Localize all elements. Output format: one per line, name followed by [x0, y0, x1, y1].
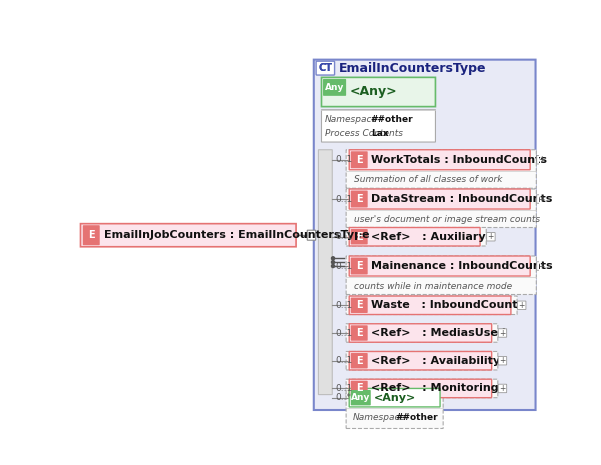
Text: 0..1: 0..1	[335, 328, 353, 338]
FancyBboxPatch shape	[346, 189, 536, 227]
FancyBboxPatch shape	[349, 189, 530, 209]
Text: Any: Any	[325, 83, 344, 92]
FancyBboxPatch shape	[351, 353, 368, 368]
Text: E: E	[356, 384, 362, 393]
FancyBboxPatch shape	[346, 296, 517, 314]
FancyBboxPatch shape	[322, 110, 436, 142]
FancyBboxPatch shape	[351, 229, 368, 245]
Text: <Ref>   : Auxiliary: <Ref> : Auxiliary	[371, 232, 486, 242]
FancyBboxPatch shape	[316, 61, 335, 75]
Text: <Ref>   : Availability: <Ref> : Availability	[371, 356, 500, 365]
Circle shape	[332, 260, 335, 264]
Text: <Any>: <Any>	[349, 86, 397, 99]
Circle shape	[332, 257, 335, 260]
FancyBboxPatch shape	[319, 150, 332, 395]
FancyBboxPatch shape	[498, 357, 507, 365]
Text: <Any>: <Any>	[374, 392, 416, 403]
Text: CT: CT	[319, 63, 332, 73]
FancyBboxPatch shape	[322, 77, 436, 106]
FancyBboxPatch shape	[83, 225, 100, 245]
Text: DataStream : InboundCounts: DataStream : InboundCounts	[371, 194, 552, 204]
FancyBboxPatch shape	[349, 227, 480, 246]
Text: ##other: ##other	[395, 413, 438, 422]
FancyBboxPatch shape	[537, 155, 545, 164]
FancyBboxPatch shape	[351, 191, 368, 207]
FancyBboxPatch shape	[346, 150, 536, 188]
Text: E: E	[88, 230, 94, 240]
FancyBboxPatch shape	[81, 224, 296, 247]
Text: EmailInJobCounters : EmailInCountersType: EmailInJobCounters : EmailInCountersType	[103, 230, 369, 240]
Text: <Ref>   : Monitoring: <Ref> : Monitoring	[371, 384, 498, 393]
FancyBboxPatch shape	[346, 256, 536, 294]
Circle shape	[332, 265, 335, 267]
Text: E: E	[356, 155, 362, 165]
Text: +: +	[538, 155, 544, 164]
FancyBboxPatch shape	[498, 384, 507, 392]
FancyBboxPatch shape	[351, 151, 368, 168]
FancyBboxPatch shape	[517, 301, 526, 310]
Text: E: E	[356, 328, 362, 338]
Text: +: +	[538, 194, 544, 204]
FancyBboxPatch shape	[349, 256, 530, 276]
FancyBboxPatch shape	[323, 79, 346, 96]
Text: 0..1: 0..1	[335, 232, 353, 241]
Text: 0..1: 0..1	[335, 301, 353, 310]
Text: Summation of all classes of work: Summation of all classes of work	[354, 175, 502, 184]
Text: 0..1: 0..1	[335, 356, 353, 365]
Text: 0..*: 0..*	[335, 393, 352, 402]
Text: E: E	[356, 300, 362, 310]
Text: CT: CT	[319, 63, 332, 73]
Text: +: +	[487, 232, 494, 241]
Text: E: E	[356, 261, 362, 271]
Text: counts while in maintenance mode: counts while in maintenance mode	[354, 281, 512, 291]
Text: Mainenance : InboundCounts: Mainenance : InboundCounts	[371, 261, 552, 271]
Text: Any: Any	[351, 393, 370, 402]
FancyBboxPatch shape	[349, 324, 492, 342]
Text: +: +	[499, 384, 505, 393]
Text: +: +	[538, 261, 544, 271]
Text: Process Contents: Process Contents	[325, 129, 403, 138]
Text: WorkTotals : InboundCounts: WorkTotals : InboundCounts	[371, 155, 547, 165]
FancyBboxPatch shape	[349, 379, 492, 398]
Text: 0..1: 0..1	[335, 155, 353, 164]
FancyBboxPatch shape	[351, 258, 368, 274]
Text: Namespace: Namespace	[325, 115, 377, 124]
Text: E: E	[356, 232, 362, 242]
FancyBboxPatch shape	[351, 298, 368, 313]
Text: 0..1: 0..1	[335, 384, 353, 393]
Text: Namespace: Namespace	[352, 413, 405, 422]
Text: +: +	[499, 328, 505, 338]
FancyBboxPatch shape	[537, 262, 545, 270]
Text: ##other: ##other	[371, 115, 413, 124]
Text: E: E	[356, 356, 362, 365]
FancyBboxPatch shape	[537, 195, 545, 203]
FancyBboxPatch shape	[346, 324, 498, 342]
Text: Waste   : InboundCounts: Waste : InboundCounts	[371, 300, 524, 310]
FancyBboxPatch shape	[314, 60, 535, 410]
Text: EmailInCountersType: EmailInCountersType	[338, 62, 486, 74]
Text: E: E	[356, 194, 362, 204]
FancyBboxPatch shape	[349, 388, 440, 407]
FancyBboxPatch shape	[346, 227, 486, 246]
FancyBboxPatch shape	[307, 230, 316, 240]
Text: user's document or image stream counts: user's document or image stream counts	[354, 214, 540, 224]
FancyBboxPatch shape	[498, 329, 507, 337]
Text: +: +	[519, 301, 525, 310]
FancyBboxPatch shape	[351, 326, 368, 341]
FancyBboxPatch shape	[351, 381, 368, 396]
FancyBboxPatch shape	[349, 352, 492, 370]
FancyBboxPatch shape	[346, 352, 498, 370]
FancyBboxPatch shape	[487, 232, 495, 241]
FancyBboxPatch shape	[349, 150, 530, 170]
Text: Lax: Lax	[371, 129, 388, 138]
Text: 0..1: 0..1	[335, 194, 353, 204]
Text: +: +	[499, 356, 505, 365]
FancyBboxPatch shape	[346, 388, 443, 428]
FancyBboxPatch shape	[316, 61, 335, 75]
FancyBboxPatch shape	[351, 390, 371, 405]
FancyBboxPatch shape	[346, 379, 498, 398]
Text: <Ref>   : MediasUsed: <Ref> : MediasUsed	[371, 328, 505, 338]
FancyBboxPatch shape	[349, 296, 511, 314]
Text: 0..1: 0..1	[335, 261, 353, 271]
